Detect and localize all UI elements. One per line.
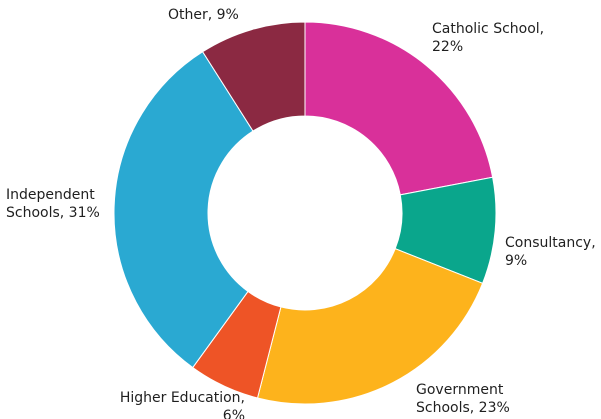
label-government-schools-line-2: Schools, 23% [416, 400, 510, 416]
label-other-line-1: Other, 9% [168, 7, 239, 23]
slice-independent-schools [113, 51, 254, 369]
label-independent-schools-line-2: Schools, 31% [6, 205, 100, 221]
label-catholic-school-line-2: 22% [432, 39, 463, 55]
label-higher-education-line-1: Higher Education, [120, 390, 245, 406]
label-higher-education-line-2: 6% [223, 408, 245, 419]
slice-other [201, 21, 306, 132]
label-higher-education: Higher Education, 6% [120, 390, 245, 419]
label-consultancy-line-2: 9% [505, 253, 527, 269]
labels-layer: Catholic School, 22% Consultancy, 9% Governm… [6, 7, 596, 419]
slices-layer [113, 21, 497, 405]
label-catholic-school: Catholic School, 22% [432, 21, 544, 55]
label-consultancy: Consultancy, 9% [505, 235, 596, 269]
slice-catholic-school [304, 21, 494, 196]
label-government-schools: Government Schools, 23% [416, 382, 510, 416]
label-independent-schools: Independent Schools, 31% [6, 187, 100, 221]
label-independent-schools-line-1: Independent [6, 187, 95, 203]
slice-government-schools [256, 248, 484, 405]
label-other: Other, 9% [168, 7, 239, 23]
label-government-schools-line-1: Government [416, 382, 504, 398]
label-consultancy-line-1: Consultancy, [505, 235, 596, 251]
label-catholic-school-line-1: Catholic School, [432, 21, 544, 37]
